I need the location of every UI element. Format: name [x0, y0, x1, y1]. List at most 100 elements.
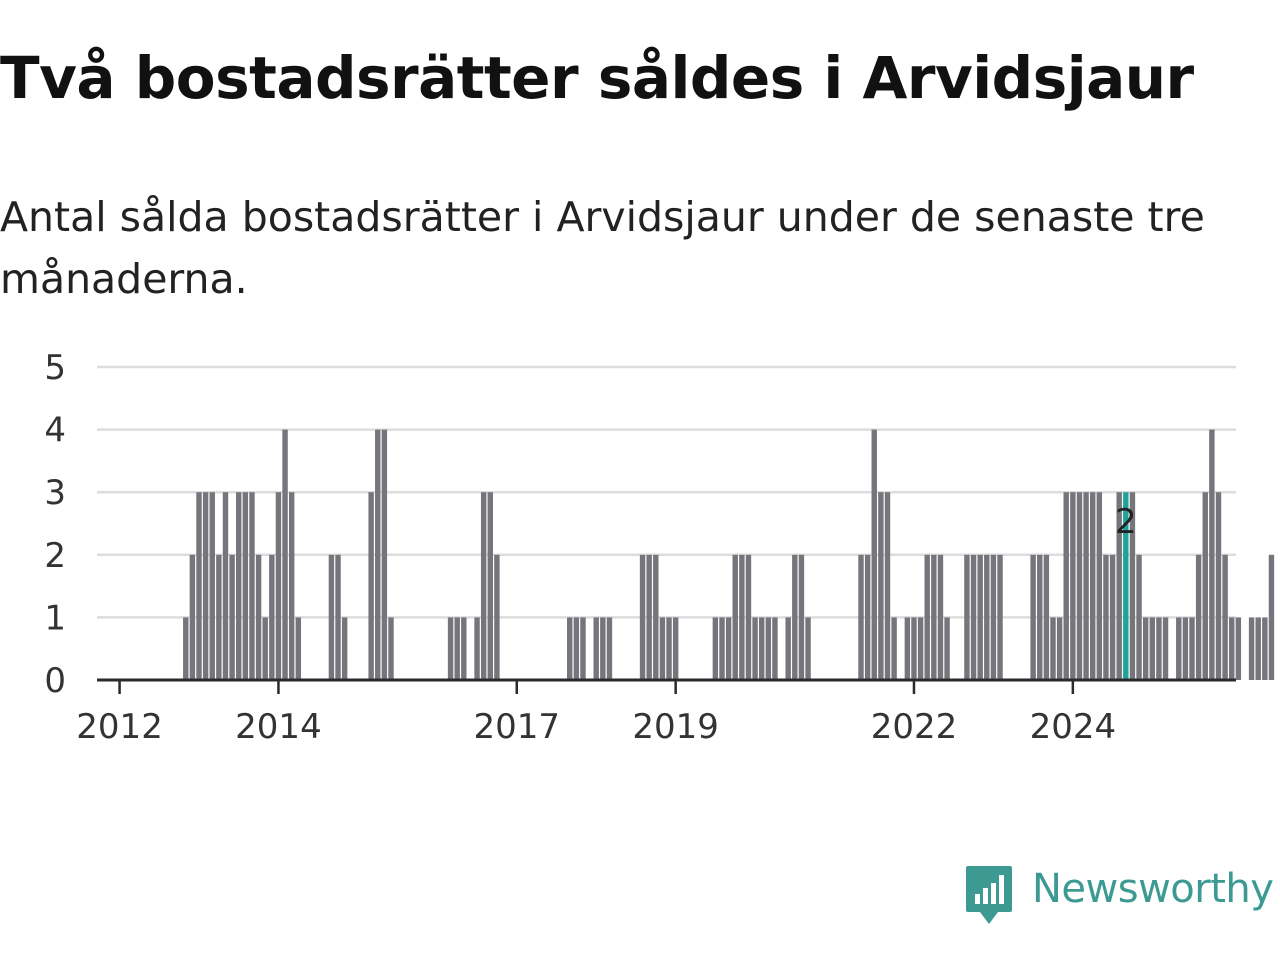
chart-subtitle: Antal sålda bostadsrätter i Arvidsjaur u… — [0, 193, 1205, 303]
bar — [196, 492, 202, 680]
bar — [242, 492, 249, 680]
data-labels: 2 — [1115, 502, 1137, 542]
bar — [970, 554, 977, 680]
bar — [1109, 554, 1116, 680]
bar — [1215, 492, 1222, 680]
bar — [328, 554, 335, 680]
bar — [1262, 617, 1268, 680]
bar — [765, 617, 772, 680]
bar — [1235, 617, 1242, 680]
bar — [752, 617, 758, 680]
bar — [1136, 554, 1142, 680]
bar — [646, 554, 652, 680]
bar — [798, 554, 805, 680]
x-axis-tick-labels: 2012 2014 2017 2019 2022 2024 — [76, 707, 1116, 747]
bar — [1083, 492, 1089, 680]
y-tick-label: 5 — [44, 348, 66, 388]
bar — [600, 617, 606, 680]
bar — [785, 617, 791, 680]
bar — [388, 617, 394, 680]
y-axis-tick-labels: 0 1 2 3 4 5 — [44, 348, 66, 701]
bar — [1070, 492, 1076, 680]
bar — [1142, 617, 1149, 680]
bar — [1255, 617, 1261, 680]
bar — [858, 554, 864, 680]
bar — [183, 617, 189, 680]
bar-chart: 0 1 2 3 4 5 2012 2014 2017 2019 2022 2024 2 — [44, 348, 1275, 747]
bar — [1195, 554, 1202, 680]
bar — [480, 492, 487, 680]
bar — [739, 554, 745, 680]
x-tick-label: 2014 — [235, 707, 322, 747]
bar — [295, 617, 302, 680]
bar — [659, 617, 666, 680]
bar — [732, 554, 738, 680]
bar — [487, 492, 493, 680]
bar — [878, 492, 884, 680]
bar — [977, 554, 983, 680]
bar — [984, 554, 990, 680]
y-tick-label: 1 — [44, 598, 66, 638]
bar — [937, 554, 944, 680]
page-title: Två bostadsrätter såldes i Arvidsjaur — [0, 44, 1194, 112]
bar — [884, 492, 891, 680]
bar — [275, 492, 282, 680]
bar — [567, 617, 573, 680]
bar — [216, 554, 222, 680]
bar — [1056, 617, 1063, 680]
bar — [745, 554, 752, 680]
bar — [772, 617, 778, 680]
bar — [474, 617, 480, 680]
bar — [202, 492, 209, 680]
bar — [904, 617, 911, 680]
y-tick-label: 4 — [44, 411, 66, 451]
bar — [990, 554, 997, 680]
x-tick-label: 2012 — [76, 707, 163, 747]
bar — [1222, 554, 1228, 680]
bar — [672, 617, 679, 680]
newsworthy-logo-icon — [966, 866, 1012, 924]
bar — [1076, 492, 1083, 680]
bars — [183, 429, 1275, 680]
bar — [725, 617, 732, 680]
x-tick-label: 2017 — [474, 707, 561, 747]
bar — [712, 617, 719, 680]
bar — [606, 617, 613, 680]
bar — [864, 554, 871, 680]
y-tick-label: 3 — [44, 473, 66, 513]
bar — [911, 617, 917, 680]
bar — [1229, 617, 1235, 680]
bar — [593, 617, 599, 680]
x-tick-label: 2019 — [632, 707, 719, 747]
bar — [1116, 492, 1122, 680]
bar — [917, 617, 924, 680]
bar — [871, 429, 877, 680]
bar — [494, 554, 500, 680]
bar — [381, 429, 388, 680]
bar — [805, 617, 811, 680]
bar — [944, 617, 950, 680]
bar — [924, 554, 930, 680]
bar — [1037, 554, 1043, 680]
bar — [222, 492, 229, 680]
y-tick-label: 0 — [44, 661, 66, 701]
bar — [931, 554, 937, 680]
bar — [282, 429, 288, 680]
bar — [341, 617, 348, 680]
bar — [1248, 617, 1255, 680]
bar — [1063, 492, 1069, 680]
bar — [262, 617, 268, 680]
bar — [1182, 617, 1189, 680]
bar — [1202, 492, 1208, 680]
bar — [209, 492, 215, 680]
bar — [335, 554, 341, 680]
bar — [368, 492, 374, 680]
bar — [1103, 554, 1109, 680]
bar — [1156, 617, 1162, 680]
bar — [580, 617, 586, 680]
bar — [653, 554, 659, 680]
bar — [792, 554, 798, 680]
bar — [1129, 492, 1136, 680]
bar — [719, 617, 725, 680]
x-tick-label: 2024 — [1030, 707, 1117, 747]
